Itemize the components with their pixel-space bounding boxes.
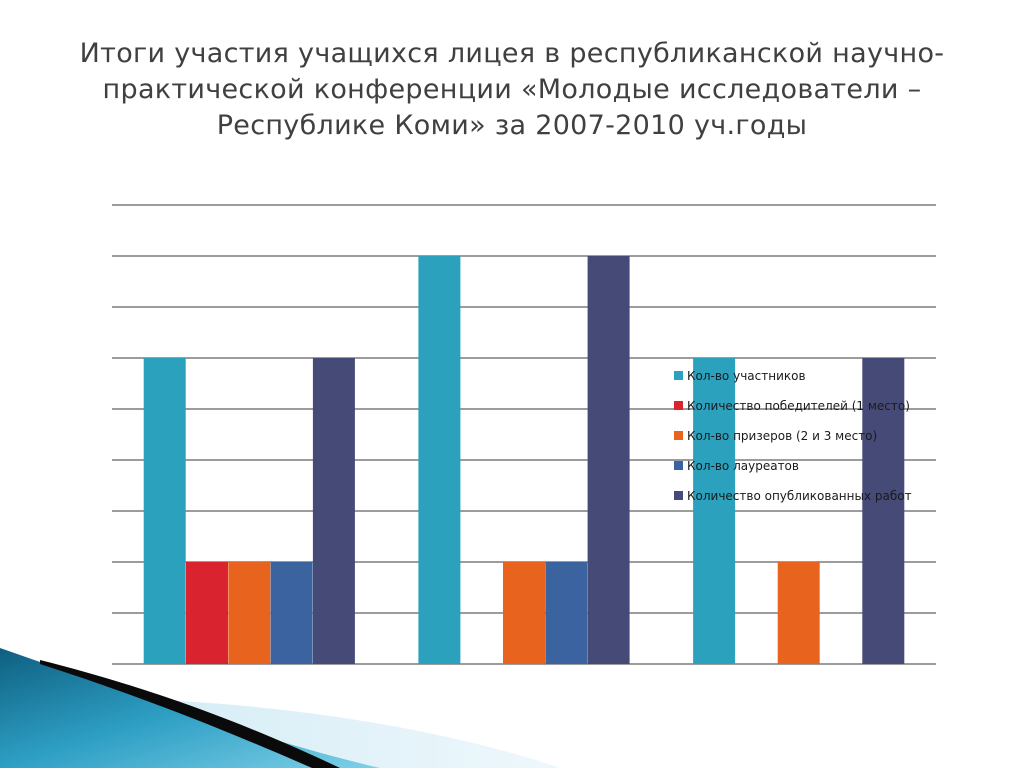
legend-item: Кол-во участников — [674, 369, 806, 383]
bar-series-4-group-2 — [545, 562, 588, 664]
legend-label: Кол-во призеров (2 и 3 место) — [687, 429, 877, 443]
legend-item: Кол-во призеров (2 и 3 место) — [674, 429, 877, 443]
legend-swatch — [674, 371, 683, 380]
title-line-1: Итоги участия учащихся лицея в республик… — [79, 38, 945, 69]
title-line-3: Республике Коми» за 2007-2010 уч.годы — [216, 110, 808, 141]
legend-label: Количество победителей (1 место) — [687, 399, 910, 413]
bar-series-5-group-2 — [587, 256, 630, 664]
bar-series-1-group-1 — [143, 358, 186, 664]
chart-legend: Кол-во участников Количество победителей … — [674, 369, 912, 503]
legend-item: Количество победителей (1 место) — [674, 399, 910, 413]
slide-title: Итоги участия учащихся лицея в республик… — [40, 36, 984, 144]
legend-swatch — [674, 461, 683, 470]
legend-swatch — [674, 401, 683, 410]
legend-item: Кол-во лауреатов — [674, 459, 799, 473]
bar-series-1-group-2 — [418, 256, 461, 664]
legend-swatch — [674, 491, 683, 500]
bar-series-1-group-3 — [693, 358, 736, 664]
chart-bars — [143, 256, 905, 664]
title-line-2: практической конференции «Молодые исслед… — [102, 74, 922, 105]
bar-series-4-group-1 — [270, 562, 313, 664]
legend-item: Количество опубликованных работ — [674, 489, 912, 503]
legend-label: Кол-во участников — [687, 369, 806, 383]
legend-label: Количество опубликованных работ — [687, 489, 912, 503]
bar-series-3-group-3 — [777, 562, 820, 664]
bar-series-5-group-3 — [862, 358, 905, 664]
legend-label: Кол-во лауреатов — [687, 459, 799, 473]
bar-series-3-group-2 — [503, 562, 545, 664]
bar-series-5-group-1 — [312, 358, 355, 664]
legend-swatch — [674, 431, 683, 440]
bar-series-3-group-1 — [228, 562, 271, 664]
bar-series-2-group-1 — [186, 562, 228, 664]
